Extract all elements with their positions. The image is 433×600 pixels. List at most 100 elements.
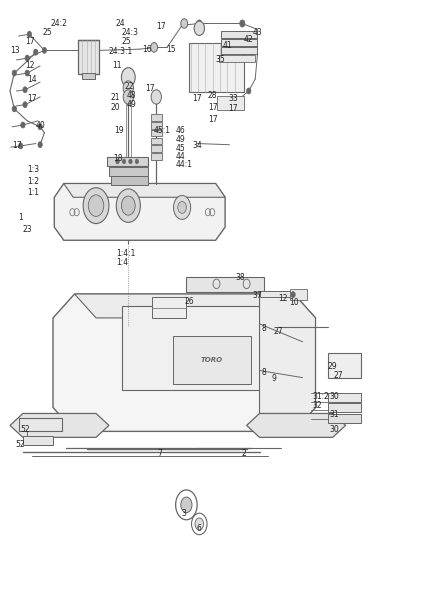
Text: 22: 22	[124, 82, 133, 91]
Text: 45: 45	[176, 144, 185, 153]
Text: 17: 17	[208, 103, 217, 112]
Text: 40: 40	[36, 121, 45, 130]
Text: 25: 25	[122, 37, 132, 46]
Circle shape	[34, 49, 38, 55]
Circle shape	[83, 188, 109, 224]
Text: 43: 43	[253, 28, 263, 37]
Text: 49: 49	[126, 100, 136, 109]
Text: 44: 44	[176, 152, 185, 161]
Text: 17: 17	[27, 94, 37, 103]
Circle shape	[181, 19, 187, 28]
Circle shape	[27, 31, 32, 37]
Bar	[221, 47, 257, 54]
Text: 8: 8	[262, 323, 266, 332]
Circle shape	[240, 20, 245, 27]
Bar	[107, 157, 148, 166]
Text: 12: 12	[278, 294, 288, 303]
Text: 17: 17	[229, 104, 238, 113]
Bar	[82, 73, 95, 79]
Polygon shape	[74, 294, 316, 318]
Bar	[219, 55, 255, 62]
Circle shape	[123, 90, 133, 104]
Text: 31:2: 31:2	[313, 392, 330, 401]
Bar	[328, 353, 361, 377]
Circle shape	[135, 159, 139, 164]
Text: 26: 26	[184, 296, 194, 305]
Text: 6: 6	[196, 524, 201, 533]
Text: 38: 38	[235, 273, 245, 282]
Polygon shape	[247, 413, 346, 437]
Text: 35: 35	[216, 55, 226, 64]
Bar	[188, 43, 245, 92]
Text: 7: 7	[158, 449, 162, 458]
Text: 46: 46	[176, 126, 185, 135]
Text: 17: 17	[156, 22, 166, 31]
Bar	[290, 289, 307, 300]
Circle shape	[121, 196, 135, 215]
Bar	[151, 137, 162, 144]
Circle shape	[116, 189, 140, 223]
Text: 17: 17	[208, 115, 217, 124]
Text: 15: 15	[166, 45, 176, 54]
Bar	[152, 297, 186, 318]
Circle shape	[25, 55, 29, 61]
Text: 52: 52	[16, 440, 25, 449]
Text: 30: 30	[330, 392, 339, 401]
Text: 9: 9	[271, 374, 276, 383]
Circle shape	[23, 102, 27, 107]
Bar	[216, 96, 245, 110]
Text: 49: 49	[176, 135, 185, 144]
Circle shape	[121, 68, 135, 87]
Text: 14: 14	[27, 74, 37, 83]
Circle shape	[123, 81, 133, 95]
Polygon shape	[54, 184, 225, 240]
Text: 41: 41	[223, 41, 233, 50]
Text: 10: 10	[289, 298, 298, 307]
Bar	[122, 306, 259, 389]
Text: 24:3: 24:3	[122, 28, 139, 37]
Text: 24: 24	[116, 19, 125, 28]
Text: 1: 1	[19, 213, 23, 222]
Text: 13: 13	[10, 46, 19, 55]
Circle shape	[116, 159, 119, 164]
Circle shape	[181, 497, 192, 512]
Polygon shape	[10, 413, 109, 437]
Polygon shape	[53, 294, 316, 431]
Text: 3: 3	[181, 509, 186, 518]
Text: 1:1: 1:1	[27, 188, 39, 197]
Text: 23: 23	[23, 225, 32, 234]
Bar	[186, 277, 264, 292]
Polygon shape	[259, 294, 316, 431]
Text: 19: 19	[114, 126, 124, 135]
Text: 17: 17	[12, 142, 22, 151]
Bar	[328, 392, 361, 401]
Text: 18: 18	[113, 154, 123, 163]
Text: 17: 17	[192, 94, 202, 103]
Bar	[23, 436, 53, 445]
Text: 24:3:1: 24:3:1	[108, 47, 132, 56]
Bar	[328, 414, 361, 423]
Circle shape	[42, 47, 47, 53]
Text: 16: 16	[142, 45, 152, 54]
Circle shape	[151, 43, 158, 52]
Text: 27: 27	[274, 326, 283, 335]
Bar	[151, 130, 162, 136]
Polygon shape	[259, 291, 303, 297]
Bar	[328, 403, 361, 412]
Text: 27: 27	[334, 371, 343, 380]
Text: 28: 28	[208, 91, 217, 100]
Text: 34: 34	[193, 142, 203, 151]
Text: 44:1: 44:1	[176, 160, 193, 169]
Circle shape	[19, 143, 23, 149]
Text: 11: 11	[113, 61, 122, 70]
Text: 1:4:1: 1:4:1	[116, 249, 136, 258]
Circle shape	[21, 122, 25, 128]
Bar	[221, 39, 257, 46]
Circle shape	[247, 88, 251, 94]
Circle shape	[12, 70, 16, 76]
Circle shape	[88, 195, 104, 217]
Text: 2: 2	[242, 449, 246, 458]
Circle shape	[25, 70, 29, 76]
Bar	[151, 145, 162, 152]
Text: 45:1: 45:1	[153, 126, 170, 135]
